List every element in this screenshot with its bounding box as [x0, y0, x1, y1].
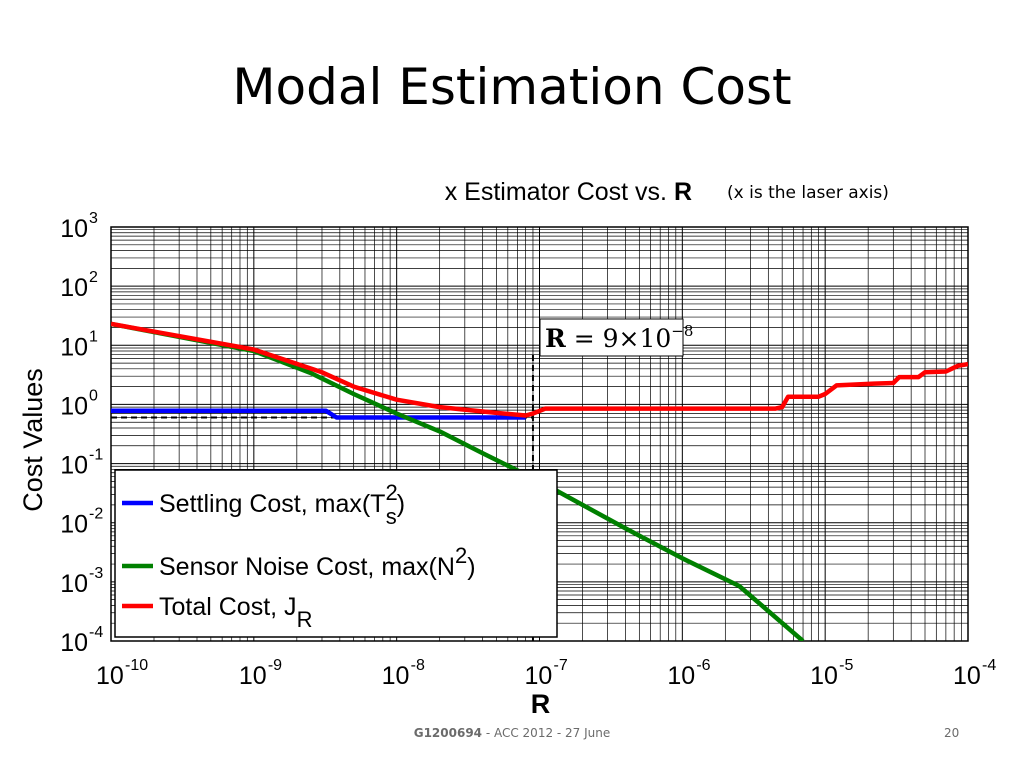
tick-base: 10 [60, 274, 88, 302]
tick-exponent: -7 [554, 657, 568, 674]
slide-title: Modal Estimation Cost [232, 58, 792, 116]
chart-title: x Estimator Cost vs. R [445, 178, 692, 206]
page-number: 20 [944, 726, 960, 740]
tick-base: 10 [953, 662, 981, 690]
y-tick-label: 10 2 [60, 269, 98, 302]
reference-label: R = 9×10−8 [545, 322, 693, 353]
y-axis-label: Cost Values [18, 368, 48, 512]
tick-base: 10 [60, 570, 88, 598]
tick-exponent: -1 [89, 447, 103, 464]
tick-base: 10 [60, 629, 88, 657]
x-tick-label: 10 -5 [810, 657, 853, 690]
tick-base: 10 [60, 392, 88, 420]
y-tick-label: 10 3 [60, 210, 98, 243]
y-tick-label: 10 0 [60, 387, 98, 420]
tick-exponent: -6 [696, 657, 710, 674]
tick-labels: 10 -10 10 -9 10 -8 10 -7 10 -6 10 -5 10 -410 310 210 110… [60, 210, 996, 690]
tick-base: 10 [382, 662, 410, 690]
legend: Settling Cost, max(T2 s) Sensor Noise Cost… [114, 469, 558, 638]
series-lines [111, 321, 968, 641]
tick-exponent: 2 [89, 269, 98, 286]
x-tick-label: 10 -7 [525, 657, 568, 690]
tick-exponent: -4 [982, 657, 996, 674]
y-tick-label: 10 -3 [60, 565, 103, 598]
tick-base: 10 [60, 215, 88, 243]
legend-box [114, 469, 558, 638]
tick-base: 10 [667, 662, 695, 690]
x-axis-label: R [531, 689, 551, 719]
tick-exponent: 1 [89, 328, 98, 345]
tick-exponent: -9 [268, 657, 282, 674]
legend-label: Settling Cost, max(T2 s) [159, 480, 405, 529]
tick-base: 10 [525, 662, 553, 690]
legend-label: Sensor Noise Cost, max(N2) [159, 543, 476, 581]
x-tick-label: 10 -4 [953, 657, 996, 690]
series-line [111, 321, 968, 418]
axis-note: (x is the laser axis) [727, 183, 889, 203]
x-tick-label: 10 -9 [239, 657, 282, 690]
footer-text: G1200694 - ACC 2012 - 27 June [0, 726, 1024, 740]
tick-base: 10 [810, 662, 838, 690]
tick-exponent: 3 [89, 210, 98, 227]
y-tick-label: 10 -4 [60, 624, 103, 657]
tick-base: 10 [60, 333, 88, 361]
chart-title-bold: R [674, 178, 692, 206]
tick-base: 10 [239, 662, 267, 690]
series-line [111, 408, 526, 420]
series-line [111, 321, 805, 641]
tick-base: 10 [96, 662, 124, 690]
footer-info: - ACC 2012 - 27 June [482, 726, 611, 740]
x-tick-label: 10 -10 [96, 657, 148, 690]
tick-exponent: -5 [839, 657, 853, 674]
tick-exponent: -2 [89, 506, 103, 523]
footer-code: G1200694 [413, 726, 483, 740]
plot-frame [110, 226, 969, 642]
y-tick-label: 10 -1 [60, 447, 103, 480]
tick-exponent: -3 [89, 565, 103, 582]
tick-exponent: 0 [89, 387, 98, 404]
tick-base: 10 [60, 511, 88, 539]
tick-base: 10 [60, 452, 88, 480]
chart-title-text: x Estimator Cost vs. [445, 178, 674, 206]
x-tick-label: 10 -8 [382, 657, 425, 690]
y-tick-label: 10 -2 [60, 506, 103, 539]
x-tick-label: 10 -6 [667, 657, 710, 690]
tick-exponent: -4 [89, 624, 103, 641]
reference-label-box [539, 318, 684, 357]
y-tick-label: 10 1 [60, 328, 98, 361]
tick-exponent: -10 [125, 657, 148, 674]
legend-label: Total Cost, JR [159, 593, 312, 632]
tick-exponent: -8 [411, 657, 425, 674]
